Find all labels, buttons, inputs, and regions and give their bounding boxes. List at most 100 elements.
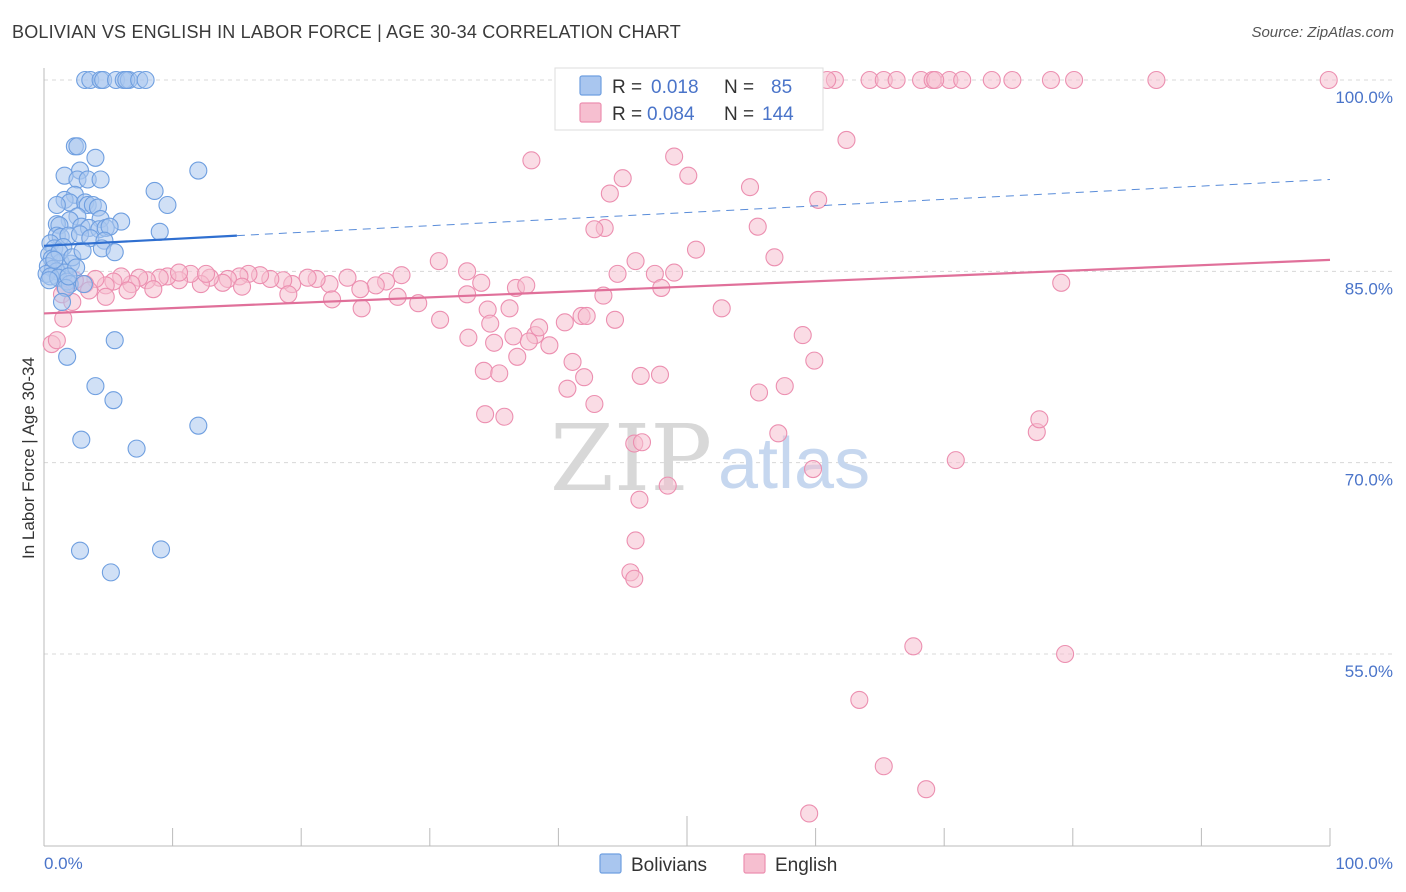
legend-r-label-2: R = <box>612 104 642 125</box>
english-point-109 <box>508 347 527 366</box>
bottom-legend-swatch-bolivians <box>599 853 622 874</box>
english-point-100 <box>555 313 574 332</box>
english-point-20 <box>837 130 856 150</box>
english-point-33 <box>765 248 784 267</box>
legend-swatch-english <box>579 102 602 123</box>
english-point-118 <box>631 366 650 385</box>
bolivians-point-28 <box>47 195 66 215</box>
legend-n-label-1: N = <box>724 77 754 98</box>
legend-r-value-1: 0.018 <box>651 77 699 98</box>
english-point-102 <box>577 306 596 326</box>
watermark: ZIP atlas <box>550 405 870 512</box>
english-point-12 <box>1041 70 1060 90</box>
english-point-13 <box>1065 70 1084 90</box>
bottom-legend-bolivians: Bolivians <box>631 855 707 876</box>
trend-lines <box>43 178 1331 315</box>
english-point-81 <box>279 285 298 304</box>
bolivians-point-11 <box>68 137 87 156</box>
bolivians-point-74 <box>72 430 91 449</box>
english-point-30 <box>585 220 604 239</box>
english-point-14 <box>1147 70 1166 90</box>
y-tick-label-3: 55.0% <box>1345 662 1393 681</box>
english-trend-line <box>43 258 1331 315</box>
english-point-15 <box>1319 70 1338 90</box>
bolivians-point-72 <box>104 391 123 410</box>
bolivians-trend-extension <box>236 178 1331 237</box>
english-point-91 <box>500 299 519 318</box>
english-point-82 <box>323 290 342 309</box>
english-point-140 <box>800 804 819 823</box>
english-point-94 <box>485 333 504 352</box>
english-point-139 <box>917 780 936 799</box>
english-point-116 <box>558 379 577 398</box>
english-point-130 <box>630 490 649 509</box>
english-point-25 <box>613 169 632 188</box>
english-point-47 <box>298 268 317 287</box>
english-point-21 <box>665 147 684 166</box>
english-point-43 <box>351 280 370 299</box>
english-point-142 <box>47 331 66 350</box>
bolivians-point-76 <box>70 541 90 560</box>
y-tick-labels: 100.0% 85.0% 70.0% 55.0% <box>1335 88 1393 681</box>
english-point-129 <box>1030 410 1049 429</box>
english-point-19 <box>953 70 972 90</box>
english-point-99 <box>530 318 549 337</box>
english-point-131 <box>658 476 677 495</box>
english-point-113 <box>490 364 509 383</box>
english-point-29 <box>748 217 767 236</box>
bottom-legend-english: English <box>775 855 837 876</box>
english-point-122 <box>749 383 769 402</box>
bolivians-point-77 <box>151 540 171 559</box>
english-point-110 <box>563 352 582 371</box>
bolivians-point-71 <box>86 377 105 396</box>
english-point-32 <box>626 252 645 271</box>
bolivians-point-68 <box>52 292 72 311</box>
english-point-124 <box>803 459 823 479</box>
english-point-93 <box>459 328 478 347</box>
y-tick-label-1: 85.0% <box>1345 279 1393 298</box>
axes <box>43 68 1331 847</box>
legend-r-value-2: 0.084 <box>647 104 695 125</box>
watermark-zip: ZIP <box>550 405 712 512</box>
bolivians-point-84 <box>59 267 78 286</box>
english-point-23 <box>679 166 698 185</box>
english-point-134 <box>625 569 644 588</box>
english-point-119 <box>650 365 670 384</box>
chart-title: BOLIVIAN VS ENGLISH IN LABOR FORCE | AGE… <box>12 22 681 42</box>
english-point-75 <box>96 287 115 306</box>
english-point-77 <box>144 280 163 299</box>
english-point-115 <box>495 407 514 426</box>
bolivians-point-19 <box>145 181 164 201</box>
english-point-95 <box>504 327 523 346</box>
bottom-legend-swatch-english <box>743 853 766 874</box>
english-point-98 <box>540 336 559 355</box>
stats-legend: R = 0.018 N = 85 R = 0.084 N = 144 <box>554 67 824 131</box>
bolivians-point-13 <box>189 161 208 180</box>
bolivians-point-12 <box>86 148 105 167</box>
english-point-121 <box>632 433 652 452</box>
english-point-138 <box>874 757 893 776</box>
english-point-79 <box>196 264 216 283</box>
bolivians-point-40 <box>150 222 169 241</box>
y-tick-label-2: 70.0% <box>1345 471 1393 490</box>
legend-n-value-2: 144 <box>762 104 794 125</box>
english-point-136 <box>1056 644 1075 664</box>
bolivians-point-18 <box>91 170 110 189</box>
english-point-123 <box>769 424 788 443</box>
english-point-34 <box>1052 273 1071 292</box>
legend-r-label-1: R = <box>612 77 642 98</box>
bolivians-points <box>37 70 208 582</box>
legend-swatch-bolivians <box>579 75 602 96</box>
english-point-16 <box>926 70 945 90</box>
english-point-11 <box>1003 70 1022 90</box>
english-point-39 <box>458 262 477 281</box>
english-point-105 <box>608 264 627 283</box>
english-point-84 <box>388 287 407 306</box>
grid-lines <box>44 79 1393 655</box>
english-point-125 <box>946 451 965 470</box>
bolivians-point-9 <box>136 70 155 90</box>
english-point-87 <box>458 285 477 304</box>
english-point-44 <box>338 268 357 287</box>
english-point-37 <box>472 273 491 292</box>
